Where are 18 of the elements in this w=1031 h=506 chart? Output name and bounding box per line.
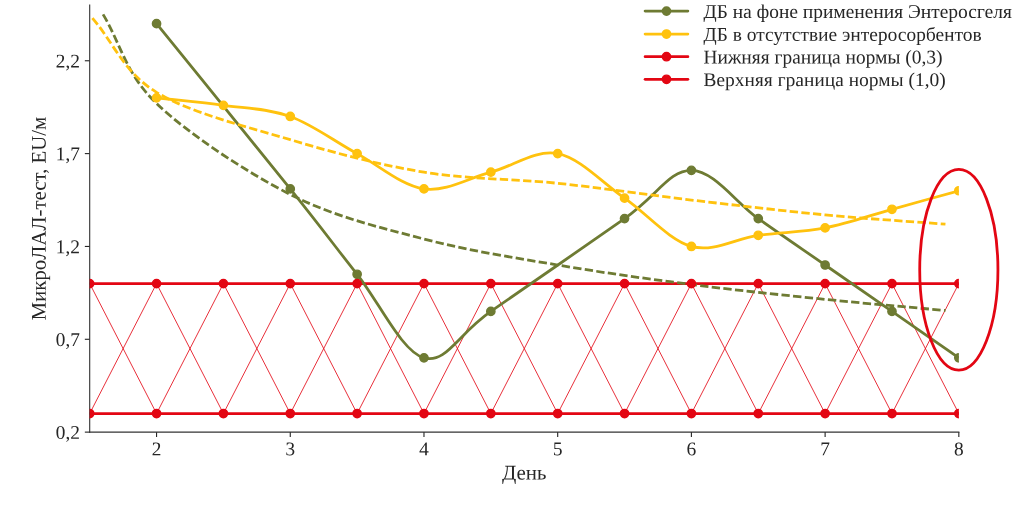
x-tick-label: 7 <box>821 442 830 456</box>
y-tick-label: 0,7 <box>56 333 80 350</box>
x-tick-label: 2 <box>152 442 161 456</box>
x-tick-label: 5 <box>553 442 562 456</box>
y-tick-label: 2,2 <box>56 54 79 71</box>
legend-label: Нижняя граница нормы (0,3) <box>703 50 942 68</box>
x-tick-label: 8 <box>954 442 963 456</box>
y-axis-title: МикроЛАЛ-тест, EU/м <box>31 117 51 320</box>
x-tick-label: 3 <box>286 442 295 456</box>
x-tick-label: 4 <box>419 442 429 456</box>
x-axis-title: День <box>502 465 546 484</box>
y-tick-label: 1,2 <box>57 240 79 257</box>
legend-label: ДБ на фоне применения Энтеросгеля <box>703 4 1012 23</box>
y-tick-label: 1,7 <box>57 147 80 164</box>
y-tick-label: 0,2 <box>56 425 79 442</box>
legend-label: Верхняя граница нормы (1,0) <box>703 72 945 91</box>
x-tick-label: 6 <box>687 442 696 456</box>
legend-label: ДБ в отсутствие энтеросорбентов <box>703 26 982 46</box>
